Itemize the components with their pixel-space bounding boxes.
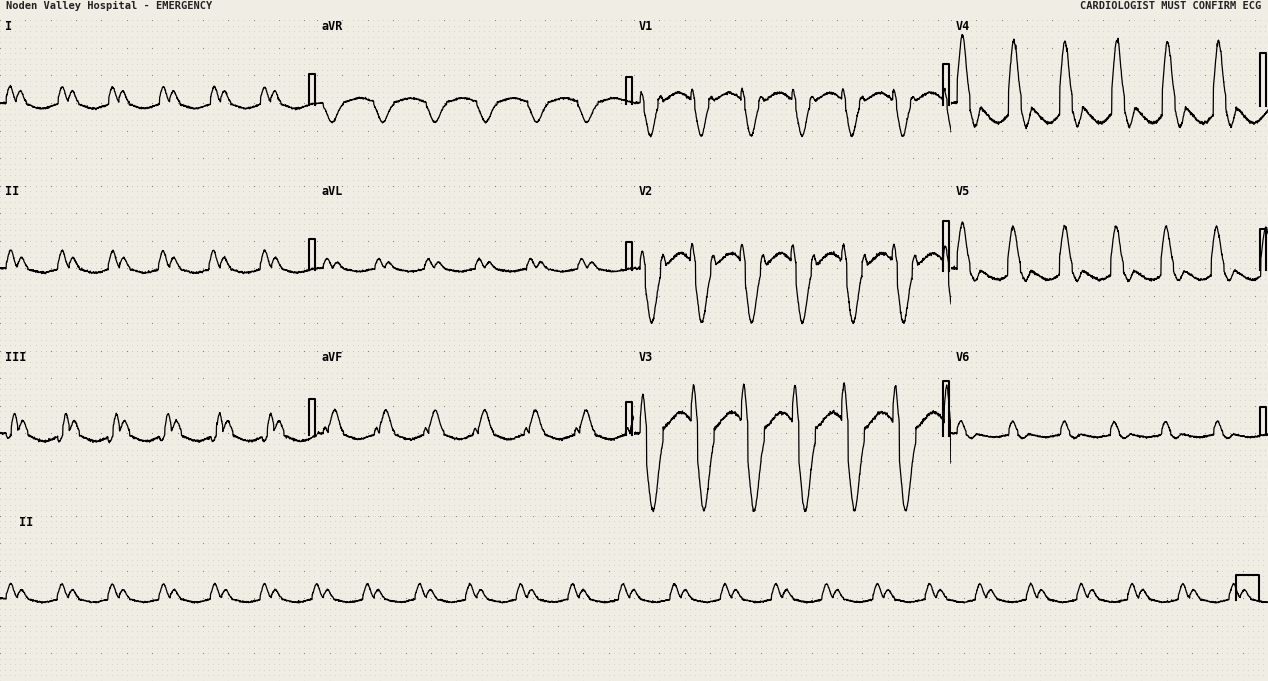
Text: Noden Valley Hospital - EMERGENCY: Noden Valley Hospital - EMERGENCY bbox=[6, 1, 213, 12]
Text: I: I bbox=[5, 20, 11, 33]
Text: V4: V4 bbox=[956, 20, 970, 33]
Text: V3: V3 bbox=[639, 351, 653, 364]
Text: aVL: aVL bbox=[322, 185, 344, 198]
Text: V2: V2 bbox=[639, 185, 653, 198]
Text: V5: V5 bbox=[956, 185, 970, 198]
Text: CARDIOLOGIST MUST CONFIRM ECG: CARDIOLOGIST MUST CONFIRM ECG bbox=[1080, 1, 1262, 12]
Text: II: II bbox=[19, 516, 33, 528]
Text: II: II bbox=[5, 185, 19, 198]
Text: V1: V1 bbox=[639, 20, 653, 33]
Text: aVF: aVF bbox=[322, 351, 344, 364]
Text: V6: V6 bbox=[956, 351, 970, 364]
Text: III: III bbox=[5, 351, 27, 364]
Text: aVR: aVR bbox=[322, 20, 344, 33]
